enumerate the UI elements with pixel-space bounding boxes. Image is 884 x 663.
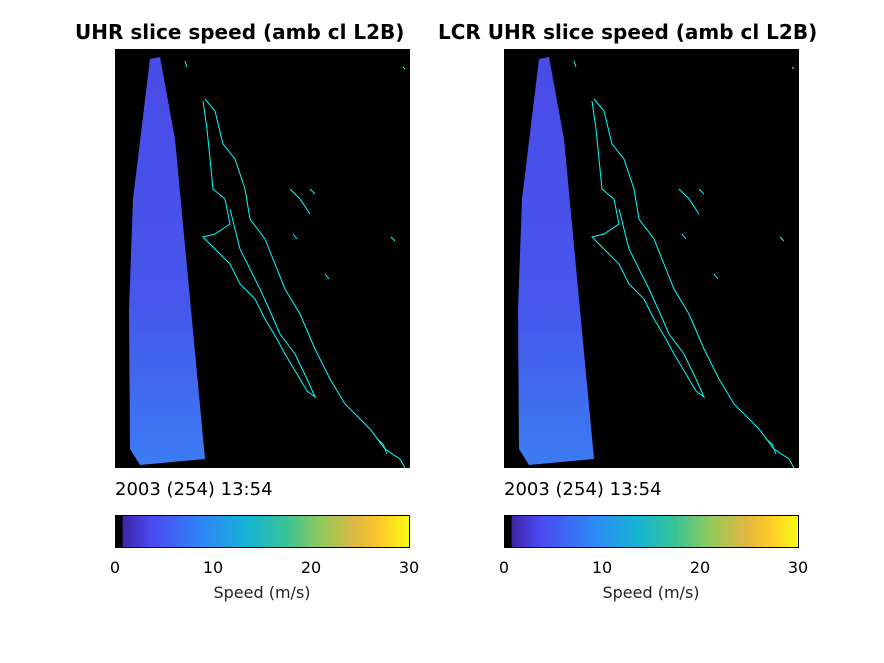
left-colorbar bbox=[115, 515, 410, 548]
left-panel-title: UHR slice speed (amb cl L2B) bbox=[75, 20, 405, 44]
right-tick-30: 30 bbox=[787, 558, 809, 577]
left-tick-20: 20 bbox=[300, 558, 322, 577]
right-map-panel bbox=[504, 49, 799, 468]
right-timestamp: 2003 (254) 13:54 bbox=[504, 479, 662, 500]
left-tick-0: 0 bbox=[109, 558, 121, 577]
right-colorbar-label: Speed (m/s) bbox=[602, 583, 700, 602]
coastline bbox=[573, 60, 795, 468]
left-tick-30: 30 bbox=[398, 558, 420, 577]
coastline bbox=[184, 60, 406, 468]
swath-region bbox=[129, 57, 205, 465]
left-colorbar-gradient bbox=[116, 516, 409, 547]
left-map-svg bbox=[129, 57, 406, 468]
right-tick-20: 20 bbox=[689, 558, 711, 577]
right-colorbar bbox=[504, 515, 799, 548]
left-colorbar-label: Speed (m/s) bbox=[213, 583, 311, 602]
left-tick-10: 10 bbox=[202, 558, 224, 577]
right-tick-0: 0 bbox=[498, 558, 510, 577]
swath-region bbox=[518, 57, 594, 465]
right-map-svg bbox=[518, 57, 795, 468]
right-colorbar-gradient bbox=[505, 516, 798, 547]
right-tick-10: 10 bbox=[591, 558, 613, 577]
left-map-panel bbox=[115, 49, 410, 468]
right-panel-title: LCR UHR slice speed (amb cl L2B) bbox=[438, 20, 818, 44]
left-timestamp: 2003 (254) 13:54 bbox=[115, 479, 273, 500]
